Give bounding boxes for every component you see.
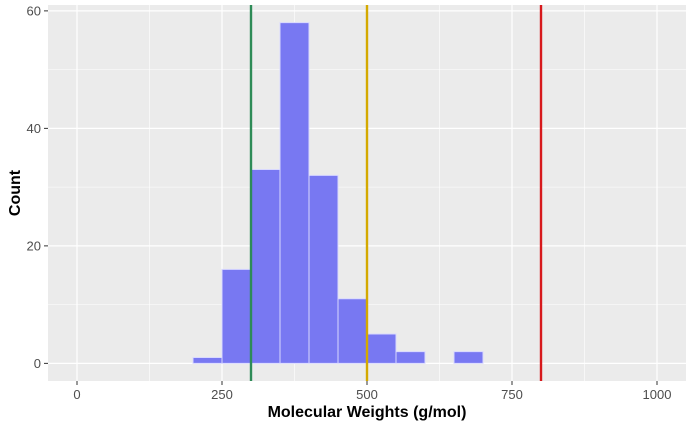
histogram-bar bbox=[337, 298, 368, 364]
histogram-bar bbox=[221, 268, 252, 364]
histogram-bar bbox=[192, 357, 223, 364]
histogram-bar bbox=[308, 174, 339, 364]
histogram-bar bbox=[250, 169, 281, 364]
y-tick-label: 0 bbox=[34, 356, 41, 371]
histogram-bar bbox=[395, 351, 426, 364]
x-tick-label: 0 bbox=[73, 387, 80, 402]
x-tick-label: 500 bbox=[356, 387, 378, 402]
histogram-bar bbox=[279, 22, 310, 364]
y-axis-ticks: 0 20 40 60 bbox=[27, 3, 48, 371]
reference-lines bbox=[249, 5, 543, 381]
x-axis-ticks: 0 250 500 750 1000 bbox=[73, 381, 671, 402]
y-tick-label: 20 bbox=[27, 238, 41, 253]
histogram-bars bbox=[192, 22, 484, 364]
x-tick-label: 750 bbox=[501, 387, 523, 402]
x-tick-label: 250 bbox=[211, 387, 233, 402]
histogram-bar bbox=[366, 333, 397, 364]
histogram-bar bbox=[453, 351, 484, 364]
y-tick-label: 60 bbox=[27, 3, 41, 18]
y-tick-label: 40 bbox=[27, 121, 41, 136]
x-tick-label: 1000 bbox=[643, 387, 672, 402]
x-axis-title: Molecular Weights (g/mol) bbox=[268, 404, 467, 421]
y-axis-title: Count bbox=[7, 169, 24, 216]
